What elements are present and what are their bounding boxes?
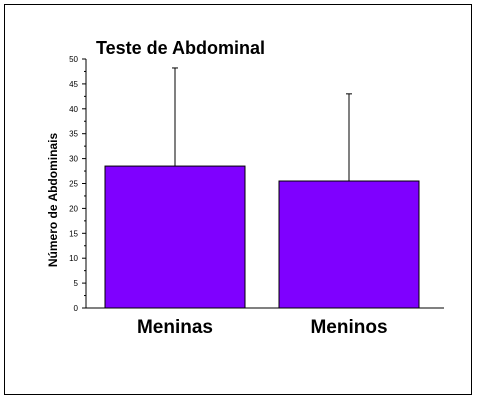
y-tick-label: 0: [74, 304, 79, 313]
y-tick-label: 10: [69, 254, 78, 263]
x-category-label: Meninos: [310, 317, 387, 338]
y-tick-label: 20: [69, 204, 78, 213]
y-tick-label: 40: [69, 105, 78, 114]
y-tick-label: 35: [69, 130, 78, 139]
bar-meninos: [278, 180, 420, 309]
y-tick-label: 25: [69, 180, 78, 189]
y-tick-label: 5: [74, 279, 79, 288]
plot-area: 0 5 10 15 20 25 30 35 40 45 50 Meninas Meninos: [69, 55, 444, 338]
y-tick-label: 30: [69, 155, 78, 164]
y-tick-label: 50: [69, 55, 78, 64]
x-category-label: Meninas: [137, 317, 213, 338]
y-tick-label: 45: [69, 80, 78, 89]
y-axis-label: Número de Abdominais: [46, 133, 60, 268]
chart-title: Teste de Abdominal: [96, 38, 265, 58]
bar-meninas: [104, 165, 246, 309]
y-tick-label: 15: [69, 229, 78, 238]
